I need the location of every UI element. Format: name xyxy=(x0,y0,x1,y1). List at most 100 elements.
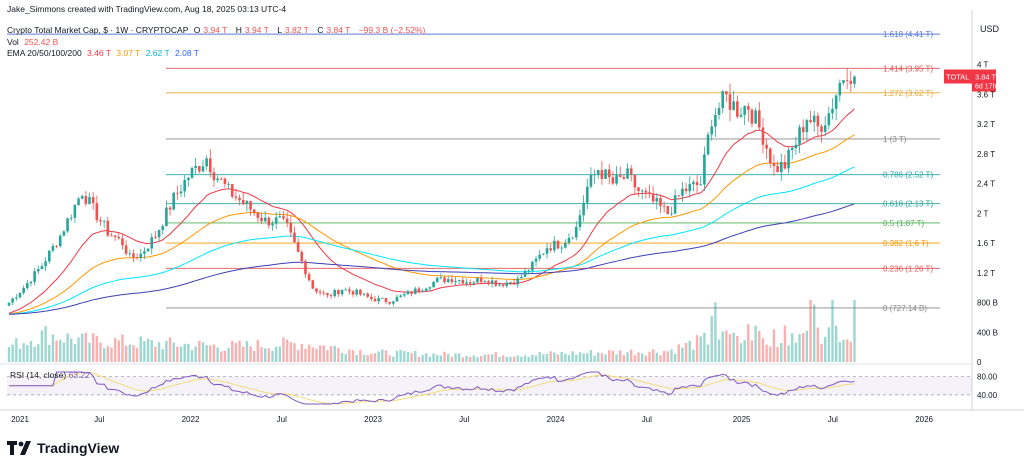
x-tick-label: Jul xyxy=(828,415,838,424)
candle-body xyxy=(381,297,384,299)
candle-body xyxy=(443,277,446,283)
candle-body xyxy=(26,283,29,289)
candle-body xyxy=(289,223,293,233)
volume-bar xyxy=(421,355,424,362)
volume-bar xyxy=(388,355,391,362)
volume-bar xyxy=(326,350,329,362)
candle-body xyxy=(282,216,285,219)
volume-bar xyxy=(253,350,256,362)
candle-body xyxy=(143,251,146,254)
candle-body xyxy=(58,235,62,247)
candle-body xyxy=(600,170,604,179)
volume-bar xyxy=(359,349,362,362)
candle-body xyxy=(805,120,809,133)
volume-bar xyxy=(706,344,710,362)
candle-body xyxy=(545,248,549,254)
volume-bar xyxy=(644,355,648,362)
y-tick-label: 800 B xyxy=(977,299,998,308)
candle-body xyxy=(227,183,230,185)
volume-bar xyxy=(703,332,706,362)
x-tick-label: 2024 xyxy=(547,415,565,424)
candle-body xyxy=(527,270,531,272)
volume-bar xyxy=(340,352,344,362)
y-tick-label: 4 T xyxy=(977,61,989,70)
volume-bar xyxy=(384,350,388,362)
volume-bar xyxy=(44,326,47,362)
volume-bar xyxy=(556,354,560,362)
candle-body xyxy=(472,282,476,284)
y-tick-label: 2 T xyxy=(977,209,989,218)
volume-bar xyxy=(593,355,596,362)
volume-bar xyxy=(18,348,22,362)
candle-body xyxy=(351,291,355,295)
volume-bar xyxy=(794,342,798,362)
candle-body xyxy=(406,291,410,295)
y-tick-label: 400 B xyxy=(977,328,998,337)
candle-body xyxy=(384,297,388,302)
candle-body xyxy=(377,298,380,302)
volume-bar xyxy=(102,348,106,362)
candle-body xyxy=(329,295,333,297)
volume-bar xyxy=(249,346,252,362)
volume-bar xyxy=(479,356,483,362)
symbol-title[interactable]: Crypto Total Market Cap, $ · 1W · CRYPTO… xyxy=(7,25,189,35)
volume-bar xyxy=(77,337,80,362)
candle-body xyxy=(326,293,329,296)
volume-bar xyxy=(765,344,768,362)
candle-body xyxy=(252,209,256,213)
volume-bar xyxy=(673,353,677,362)
candle-body xyxy=(629,168,633,175)
candle-body xyxy=(198,166,201,172)
volume-bar xyxy=(113,338,117,362)
fib-level-label: 0 (727.14 B) xyxy=(883,304,927,313)
candle-body xyxy=(494,280,498,286)
candle-body xyxy=(88,197,91,204)
candle-body xyxy=(245,201,249,204)
volume-bar xyxy=(172,342,175,362)
volume-bar xyxy=(523,355,527,362)
candle-body xyxy=(388,301,391,304)
candle-body xyxy=(853,76,856,84)
volume-bar xyxy=(66,333,69,362)
candle-body xyxy=(681,188,684,196)
volume-bar xyxy=(362,354,366,362)
candle-body xyxy=(322,292,326,294)
volume-bar xyxy=(293,343,296,362)
candle-body xyxy=(428,287,432,289)
volume-bar xyxy=(666,351,669,362)
volume-bar xyxy=(838,341,842,362)
candle-body xyxy=(223,178,227,185)
currency-label[interactable]: USD xyxy=(980,24,1000,34)
volume-bar xyxy=(348,349,351,362)
volume-bar xyxy=(659,355,662,362)
candle-body xyxy=(512,282,516,285)
volume-bar xyxy=(578,352,582,362)
candle-body xyxy=(77,198,80,206)
candle-body xyxy=(842,80,845,83)
candle-body xyxy=(450,279,454,283)
candle-body xyxy=(241,199,245,204)
candle-body xyxy=(84,195,88,204)
candle-body xyxy=(655,198,659,202)
y-tick-label: 3.2 T xyxy=(977,120,995,129)
candle-body xyxy=(413,288,417,294)
volume-bar xyxy=(366,355,369,362)
volume-bar xyxy=(776,346,779,362)
volume-bar xyxy=(264,348,267,362)
volume-bar xyxy=(677,344,680,362)
candle-body xyxy=(531,261,534,271)
candle-body xyxy=(157,229,161,238)
candle-body xyxy=(604,169,607,179)
volume-bar xyxy=(805,330,809,362)
volume-bar xyxy=(432,353,435,362)
volume-bar xyxy=(59,339,62,362)
volume-bar xyxy=(809,300,812,362)
rsi-tick-lower: 40.00 xyxy=(977,391,998,400)
volume-bar xyxy=(410,353,413,362)
volume-bar xyxy=(234,342,238,362)
volume-bar xyxy=(304,348,307,362)
tradingview-logo[interactable]: TradingView xyxy=(7,440,119,456)
volume-bar xyxy=(370,353,373,362)
candle-body xyxy=(560,247,563,249)
